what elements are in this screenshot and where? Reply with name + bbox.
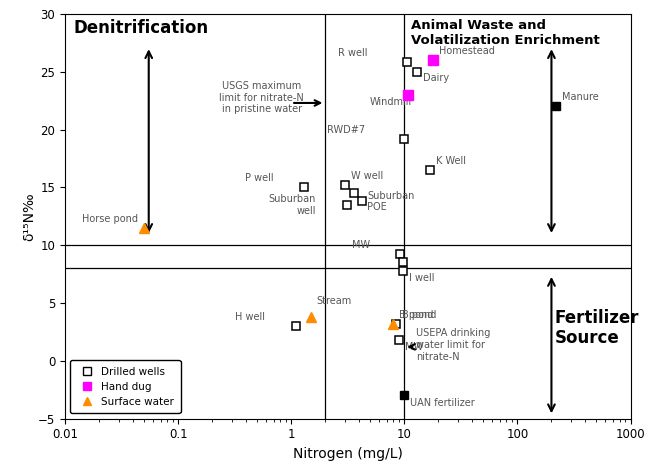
Text: Horse pond: Horse pond [83, 213, 138, 224]
X-axis label: Nitrogen (mg/L): Nitrogen (mg/L) [292, 447, 403, 461]
Text: Denitrification: Denitrification [74, 19, 209, 37]
Text: MW: MW [405, 342, 422, 352]
Text: Fertilizer
Source: Fertilizer Source [555, 309, 640, 347]
Text: H well: H well [235, 312, 265, 322]
Text: K Well: K Well [436, 156, 466, 166]
Text: Dairy: Dairy [422, 73, 449, 83]
Text: P well: P well [245, 173, 274, 183]
Text: RWD#7: RWD#7 [328, 125, 365, 134]
Y-axis label: δ¹⁵N‰: δ¹⁵N‰ [23, 192, 36, 240]
Text: Manure: Manure [562, 92, 599, 102]
Text: I well: I well [409, 273, 434, 283]
Legend: Drilled wells, Hand dug, Surface water: Drilled wells, Hand dug, Surface water [70, 360, 181, 413]
Text: Stream: Stream [317, 296, 352, 306]
Text: Animal Waste and
Volatilization Enrichment: Animal Waste and Volatilization Enrichme… [411, 19, 600, 46]
Text: USGS maximum
limit for nitrate-N
in pristine water: USGS maximum limit for nitrate-N in pris… [220, 81, 304, 114]
Text: Suburban
well: Suburban well [269, 194, 316, 216]
Text: Windmill: Windmill [369, 97, 411, 107]
Text: Homestead: Homestead [439, 46, 495, 56]
Text: W well: W well [351, 171, 383, 181]
Text: Suburban
POE: Suburban POE [367, 191, 415, 213]
Text: UAN fertilizer: UAN fertilizer [410, 398, 474, 408]
Text: B pond: B pond [399, 310, 434, 319]
Text: B pond: B pond [402, 310, 436, 319]
Text: R well: R well [338, 48, 368, 58]
Text: USEPA drinking
water limit for
nitrate-N: USEPA drinking water limit for nitrate-N [417, 328, 491, 362]
Text: MW: MW [352, 240, 370, 250]
